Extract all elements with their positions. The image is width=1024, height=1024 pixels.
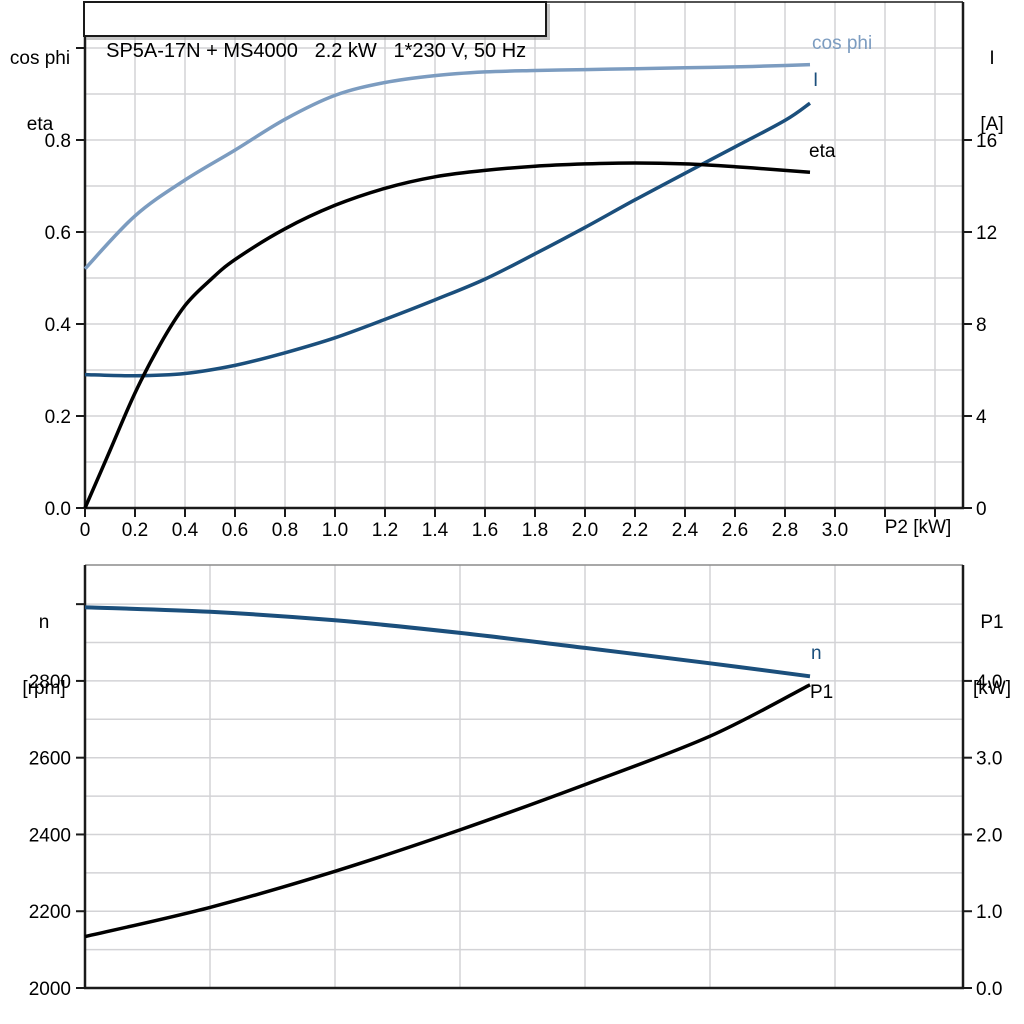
tick-label-x: 1.0 [322,520,348,541]
tick-label-left: 2000 [29,979,71,1000]
tick-label-right: 2.0 [976,825,1002,846]
current-axis-unit: [A] [980,114,1004,135]
tick-label-right: 12 [976,223,997,244]
p1-axis-symbol: P1 [980,612,1004,633]
y-axis-header-current: I [A] [960,4,1024,158]
tick-label-x: 1.4 [422,520,449,541]
tick-label-right: 3.0 [976,749,1002,770]
curve-current [84,101,812,378]
tick-label-left: 0.8 [45,131,71,152]
y-axis-header-speed: n [rpm] [8,568,80,722]
curve-label-p1: P1 [810,682,834,703]
tick-label-right: 16 [976,131,997,152]
tick-label-x: 1.8 [522,520,548,541]
speed-axis-symbol: n [38,612,50,633]
curve-label-cosphi: cos phi [812,33,873,54]
curve-label-current: I [813,70,819,91]
tick-label-left: 2400 [29,825,71,846]
p1-axis-unit: [kW] [973,678,1011,699]
curve-speed [84,605,811,679]
tick-label-x: 2.8 [772,520,798,541]
y-axis-header-p1: P1 [kW] [960,568,1024,722]
tick-label-right: 4 [976,407,987,428]
tick-label-x: 0.2 [122,520,148,541]
curve-p1 [84,683,811,939]
tick-label-left: 0.0 [45,499,71,520]
tick-label-right: 8 [976,315,987,336]
current-axis-symbol: I [989,48,995,69]
tick-label-left: 2800 [29,672,71,693]
tick-label-x: 0.8 [272,520,298,541]
curve-cos-phi [83,62,811,271]
tick-label-x: 2.0 [572,520,598,541]
tick-label-left: 0.4 [45,315,72,336]
tick-label-x: 2.6 [722,520,748,541]
tick-label-right: 0 [976,499,987,520]
tick-label-x: 0 [80,520,91,541]
tick-label-right: 4.0 [976,672,1002,693]
tick-label-x: 0.6 [222,520,248,541]
tick-label-left: 0.2 [45,407,71,428]
tick-label-left: 2200 [29,902,71,923]
curve-label-speed: n [811,643,822,664]
curve-eta [83,161,811,509]
tick-label-x: 2.4 [672,520,699,541]
x-axis-label-p2: P2 [kW] [884,517,952,538]
tick-label-x: 1.2 [372,520,398,541]
tick-label-left: 0.6 [45,223,71,244]
chart-title: SP5A-17N + MS4000 2.2 kW 1*230 V, 50 Hz [106,40,527,62]
tick-label-right: 0.0 [976,979,1002,1000]
tick-label-x: 3.0 [822,520,848,541]
y-axis-header-eta: eta [26,114,54,135]
chart-title-box: SP5A-17N + MS4000 2.2 kW 1*230 V, 50 Hz [83,1,547,62]
speed-axis-unit: [rpm] [22,678,66,699]
tick-label-x: 0.4 [172,520,199,541]
y-axis-header-cosphi: cos phi [9,48,71,69]
tick-label-x: 2.2 [622,520,648,541]
curve-label-eta: eta [809,141,836,162]
y-axis-header-cosphi-eta: cos phi eta [0,4,80,158]
tick-label-x: 1.6 [472,520,498,541]
tick-label-left: 2600 [29,749,71,770]
tick-label-right: 1.0 [976,902,1002,923]
